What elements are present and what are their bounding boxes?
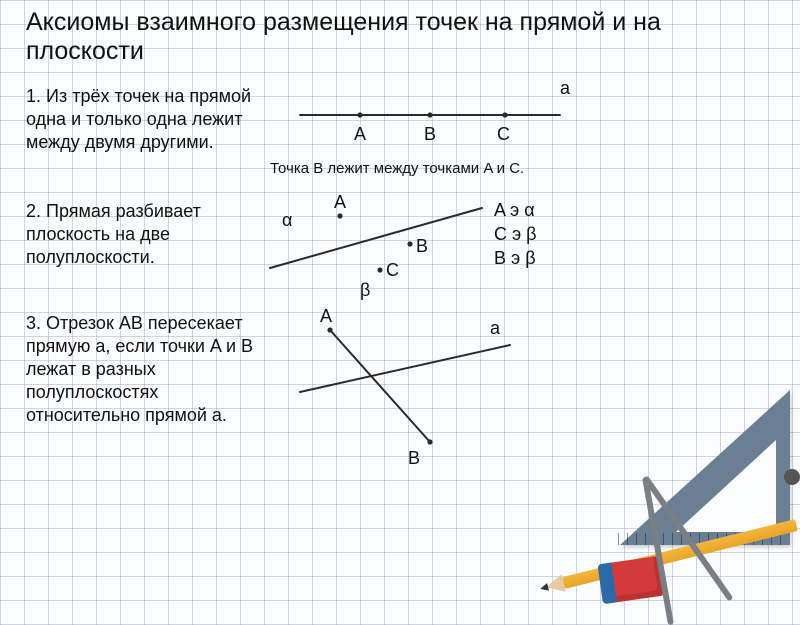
page-title: Аксиомы взаимного размещения точек на пр… xyxy=(26,8,780,66)
axiom1-point-B-label: B xyxy=(424,124,436,145)
compass-leg xyxy=(642,476,674,625)
axiom3-point-B-label: B xyxy=(408,448,420,469)
compass-leg xyxy=(643,475,734,601)
stationery-decoration xyxy=(560,385,800,600)
axiom-3-text: 3. Отрезок AB пересекает прямую a, если … xyxy=(26,312,271,427)
axiom2-rel-2: B э β xyxy=(494,248,536,269)
eraser-icon xyxy=(598,556,665,604)
axiom2-rel-0: A э α xyxy=(494,200,535,221)
axiom2-point-A-label: A xyxy=(334,192,346,213)
axiom3-line-label: a xyxy=(490,318,500,339)
axiom1-caption: Точка B лежит между точками A и C. xyxy=(270,160,524,177)
axiom1-line-label: a xyxy=(560,78,570,99)
axiom2-alpha-label: α xyxy=(282,210,292,231)
axiom2-point-C-label: C xyxy=(386,260,399,281)
pencil-icon xyxy=(562,519,798,589)
axiom1-point-C-label: C xyxy=(497,124,510,145)
set-square-cutout xyxy=(676,440,776,532)
axiom3-point-A-label: A xyxy=(320,306,332,327)
axiom-1-text: 1. Из трёх точек на прямой одна и только… xyxy=(26,85,266,154)
compass-pivot xyxy=(784,469,800,485)
axiom2-point-B-label: B xyxy=(416,236,428,257)
ruler-ticks xyxy=(618,533,788,545)
axiom-2-text: 2. Прямая разбивает плоскость на две пол… xyxy=(26,200,256,269)
set-square-icon xyxy=(620,390,790,545)
axiom1-point-A-label: A xyxy=(354,124,366,145)
axiom2-rel-1: C э β xyxy=(494,224,537,245)
axiom2-beta-label: β xyxy=(360,280,370,301)
